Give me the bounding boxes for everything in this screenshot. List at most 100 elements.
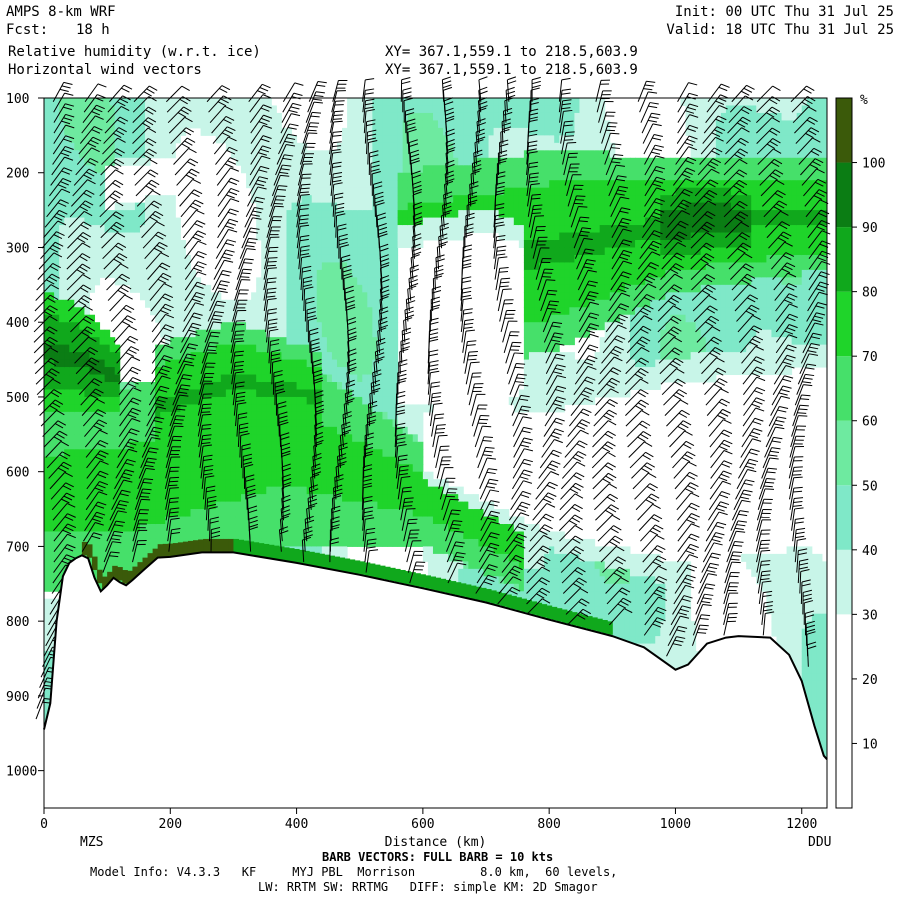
rh-cell (306, 516, 313, 525)
rh-cell (139, 120, 146, 129)
rh-cell (185, 479, 191, 488)
rh-cell (281, 352, 287, 361)
rh-cell (286, 225, 293, 234)
rh-cell (170, 374, 176, 383)
rh-cell (180, 531, 186, 540)
rh-cell (99, 419, 106, 428)
rh-cell (251, 344, 257, 353)
rh-cell (134, 404, 141, 413)
rh-cell (59, 344, 65, 353)
rh-cell (145, 232, 151, 241)
rh-cell (271, 494, 277, 503)
rh-cell (321, 225, 328, 234)
rh-cell (311, 546, 318, 555)
rh-cell (114, 359, 121, 368)
rh-cell (170, 411, 176, 420)
rh-cell (336, 217, 343, 226)
rh-cell (281, 404, 287, 413)
rh-cell (74, 531, 80, 540)
rh-cell (321, 187, 328, 196)
rh-cell (321, 531, 328, 540)
rh-cell (104, 449, 111, 458)
rh-cell (160, 509, 166, 518)
rh-cell (160, 262, 166, 271)
rh-cell (261, 254, 267, 263)
rh-cell (352, 494, 358, 503)
rh-cell (170, 269, 176, 278)
rh-cell (94, 464, 101, 473)
rh-cell (326, 464, 333, 473)
rh-cell (114, 426, 121, 435)
rh-cell (119, 225, 126, 234)
rh-cell (59, 98, 65, 106)
rh-cell (195, 531, 202, 540)
rh-cell (352, 157, 358, 166)
rh-cell (326, 456, 333, 465)
rh-cell (352, 135, 358, 144)
rh-cell (139, 105, 146, 114)
rh-cell (306, 464, 313, 473)
rh-cell (114, 202, 121, 211)
rh-cell (124, 202, 131, 211)
rh-cell (225, 456, 232, 465)
rh-cell (352, 150, 358, 159)
rh-cell (215, 382, 222, 390)
rh-cell (79, 307, 85, 316)
rh-cell (170, 210, 176, 219)
rh-cell (326, 344, 333, 353)
rh-cell (155, 120, 161, 129)
rh-cell (276, 329, 282, 338)
rh-cell (49, 157, 55, 166)
rh-cell (220, 531, 227, 540)
rh-cell (134, 150, 141, 159)
rh-cell (225, 142, 232, 151)
rh-cell (311, 419, 318, 428)
rh-cell (246, 464, 252, 473)
rh-cell (104, 225, 111, 234)
rh-cell (165, 269, 171, 278)
rh-cell (185, 98, 191, 106)
rh-cell (316, 344, 323, 353)
rh-cell (331, 269, 338, 278)
rh-cell (246, 449, 252, 458)
rh-cell (266, 531, 272, 540)
rh-cell (185, 464, 191, 473)
rh-cell (59, 240, 65, 248)
rh-cell (165, 277, 171, 286)
rh-cell (180, 269, 186, 278)
rh-cell (336, 284, 343, 293)
rh-cell (342, 232, 348, 241)
rh-cell (129, 262, 136, 271)
rh-cell (296, 337, 303, 346)
rh-cell (195, 367, 202, 376)
rh-cell (175, 240, 181, 248)
rh-cell (266, 150, 272, 159)
rh-cell (326, 367, 333, 376)
rh-cell (175, 98, 181, 106)
rh-cell (165, 396, 171, 405)
rh-cell (99, 509, 106, 518)
rh-cell (311, 479, 318, 488)
rh-cell (155, 142, 161, 151)
rh-cell (180, 314, 186, 323)
rh-cell (316, 337, 323, 346)
rh-cell (139, 546, 146, 555)
rh-cell (49, 389, 55, 398)
rh-cell (311, 165, 318, 174)
rh-cell (59, 172, 65, 181)
rh-cell (296, 411, 303, 420)
rh-cell (160, 210, 166, 219)
rh-cell (49, 165, 55, 174)
rh-cell (256, 501, 262, 510)
rh-cell (129, 449, 136, 458)
rh-cell (129, 135, 136, 144)
rh-cell (94, 389, 101, 398)
rh-cell (165, 127, 171, 136)
rh-cell (155, 150, 161, 159)
rh-cell (336, 389, 343, 398)
rh-cell (79, 247, 85, 256)
rh-cell (311, 404, 318, 413)
rh-cell (321, 434, 328, 443)
rh-cell (155, 479, 161, 488)
rh-cell (145, 509, 151, 518)
